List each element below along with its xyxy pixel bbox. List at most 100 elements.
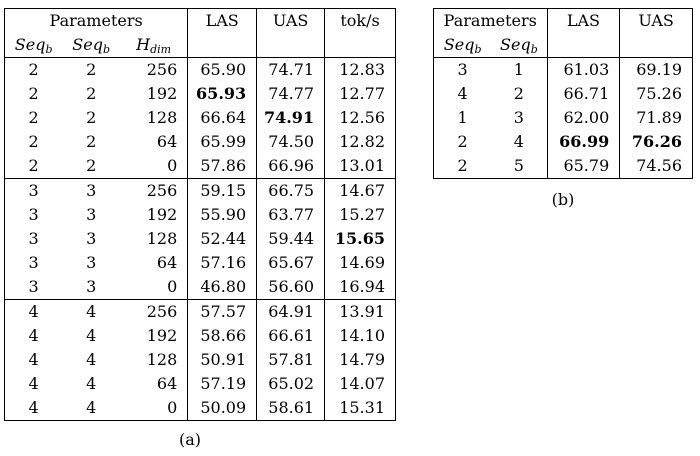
caption-b: (b) [551,190,575,209]
table-cell: 66.61 [256,324,325,348]
table-cell: 2 [4,82,63,106]
table-cell: 3 [62,178,121,203]
table-cell: 52.44 [187,227,257,251]
uas-header: UAS [256,8,325,33]
table-cell: 69.19 [619,57,693,82]
table-cell: 2 [4,57,63,82]
table-cell: 65.67 [256,251,325,275]
uas-header-b: UAS [619,8,693,33]
table-cell: 76.26 [619,130,693,154]
table-cell: 64 [156,132,178,151]
table-cell: 57.57 [187,299,257,324]
table-cell: 3 [86,277,97,296]
table-cell: 128 [146,108,178,127]
table-cell: 15.27 [324,203,396,227]
table-cell: 1 [491,57,548,82]
table-cell: 63.77 [256,203,325,227]
table-cell: 2 [86,84,97,103]
table-row: 2 2 64 65.99 74.50 12.82 [4,130,396,154]
table-cell: 0 [167,277,178,296]
table-cell: 12.82 [324,130,396,154]
table-cell: 55.90 [187,203,257,227]
las-header-blank-b [546,33,620,58]
parameters-header-b: Parameters [433,8,548,33]
table-cell: 74.91 [256,106,325,130]
table-cell: 2 [513,84,524,103]
table-cell: 14.07 [324,372,396,396]
table-cell: 56.60 [256,275,325,300]
table-cell: 4 [4,372,63,396]
table-cell: 256 [120,178,188,203]
table-cell: 58.66 [187,324,257,348]
table-cell: 74.50 [256,130,325,154]
table-cell: 4 [4,299,63,324]
table-row: 3 3 192 55.90 63.77 15.27 [4,203,396,227]
results-table-a: Parameters LAS UAS tok/s Seqb Seqb Hdim … [3,8,396,421]
table-cell: 2 [4,106,63,130]
table-cell: 5 [513,156,524,175]
table-cell: 2 [433,154,492,179]
table-cell: 192 [146,84,178,103]
table-cell: 66.71 [546,82,620,106]
table-cell: 66.75 [256,178,325,203]
table-cell: 3 [4,178,63,203]
table-row: 3 3 128 52.44 59.44 15.65 [4,227,396,251]
table-cell: 192 [146,326,178,345]
seq-b-header-2: Seqb [72,35,111,56]
table-cell: 12.56 [324,106,396,130]
table-cell: 65.02 [256,372,325,396]
table-row: 2 2 192 65.93 74.77 12.77 [4,82,396,106]
table-row: 4 4 0 50.09 58.61 15.31 [4,396,396,421]
table-cell: 4 [4,324,63,348]
table-cell: 2 [86,132,97,151]
table-cell: 3 [433,57,492,82]
table-cell: 50.91 [187,348,257,372]
table-cell: 3 [86,205,97,224]
table-cell: 66.64 [187,106,257,130]
results-table-b: Parameters LAS UAS Seqb Seqb 3 1 61.03 69.1… [433,8,693,179]
table-row: 3 3 256 59.15 66.75 14.67 [4,178,396,203]
table-row: 2 2 128 66.64 74.91 12.56 [4,106,396,130]
table-cell: 128 [146,229,178,248]
table-cell: 13.01 [324,154,396,179]
table-cell: 2 [86,156,97,175]
table-row: 4 2 66.71 75.26 [433,82,693,106]
table-cell: 74.56 [619,154,693,179]
table-cell: 4 [86,326,97,345]
table-cell: 0 [167,398,178,417]
h-dim-header: Hdim [136,35,172,56]
uas-header-blank-b [619,33,693,58]
table-cell: 14.67 [324,178,396,203]
uas-header-blank [256,33,325,58]
table-cell: 2 [62,57,121,82]
table-row: 1 3 62.00 71.89 [433,106,693,130]
table-cell: 12.83 [324,57,396,82]
table-cell: 64 [156,374,178,393]
table-cell: 3 [86,229,97,248]
seq-b-header-1: Seqb [4,33,63,58]
table-cell: 2 [4,130,63,154]
table-cell: 3 [513,108,524,127]
table-cell: 14.69 [324,251,396,275]
table-cell: 57.16 [187,251,257,275]
table-cell: 62.00 [546,106,620,130]
table-cell: 50.09 [187,396,257,421]
toks-header-blank [324,33,396,58]
table-cell: 4 [86,350,97,369]
table-cell: 74.71 [256,57,325,82]
table-cell: 2 [433,130,492,154]
table-cell: 71.89 [619,106,693,130]
caption-a: (a) [178,430,202,449]
table-cell: 128 [146,350,178,369]
table-cell: 4 [86,374,97,393]
table-row: 4 4 192 58.66 66.61 14.10 [4,324,396,348]
table-row: 2 2 256 65.90 74.71 12.83 [4,57,396,82]
table-cell: 58.61 [256,396,325,421]
table-cell: 65.79 [546,154,620,179]
table-cell: 57.81 [256,348,325,372]
table-cell: 1 [433,106,492,130]
las-header-blank [187,33,257,58]
table-row: 2 5 65.79 74.56 [433,154,693,179]
table-cell: 3 [4,227,63,251]
table-cell: 3 [4,251,63,275]
